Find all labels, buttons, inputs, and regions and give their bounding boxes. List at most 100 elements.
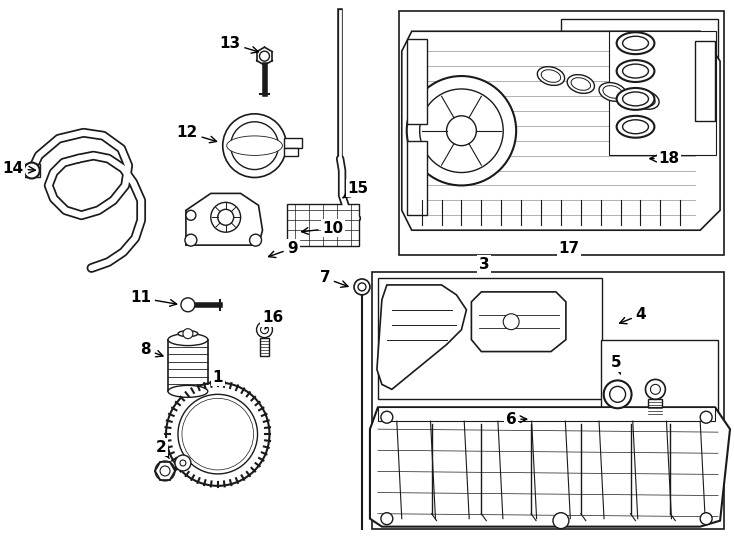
Ellipse shape xyxy=(230,137,278,154)
Bar xyxy=(648,399,662,419)
Polygon shape xyxy=(378,407,715,421)
Circle shape xyxy=(257,322,272,338)
Polygon shape xyxy=(370,407,730,526)
Text: 13: 13 xyxy=(219,36,258,53)
Circle shape xyxy=(196,412,239,456)
Bar xyxy=(168,340,208,392)
Ellipse shape xyxy=(617,88,655,110)
Ellipse shape xyxy=(178,330,198,336)
Circle shape xyxy=(504,314,519,330)
Circle shape xyxy=(160,466,170,476)
Ellipse shape xyxy=(571,78,591,90)
Polygon shape xyxy=(471,292,566,352)
Circle shape xyxy=(166,382,269,486)
Text: 14: 14 xyxy=(3,161,35,176)
Circle shape xyxy=(186,210,196,220)
Ellipse shape xyxy=(537,66,564,85)
Circle shape xyxy=(185,234,197,246)
Text: 8: 8 xyxy=(140,342,163,357)
Bar xyxy=(407,39,426,124)
Circle shape xyxy=(553,512,569,529)
Bar xyxy=(600,340,718,424)
Bar xyxy=(695,41,715,121)
Polygon shape xyxy=(401,31,720,230)
Ellipse shape xyxy=(632,91,659,109)
Circle shape xyxy=(354,279,370,295)
Circle shape xyxy=(183,329,193,339)
Text: 18: 18 xyxy=(650,151,680,166)
Bar xyxy=(378,278,602,399)
Bar xyxy=(260,338,269,355)
Bar xyxy=(608,31,716,154)
Circle shape xyxy=(180,460,186,466)
Ellipse shape xyxy=(617,60,655,82)
Ellipse shape xyxy=(617,116,655,138)
Bar xyxy=(284,147,298,156)
Bar xyxy=(23,164,40,178)
Circle shape xyxy=(700,512,712,525)
Bar xyxy=(407,141,426,215)
Circle shape xyxy=(358,283,366,291)
Circle shape xyxy=(645,380,665,399)
Text: 11: 11 xyxy=(130,291,177,306)
Ellipse shape xyxy=(622,64,648,78)
Circle shape xyxy=(603,380,631,408)
Bar xyxy=(284,138,302,147)
Text: 15: 15 xyxy=(343,181,368,198)
Ellipse shape xyxy=(617,32,655,54)
Ellipse shape xyxy=(168,334,208,346)
Text: 4: 4 xyxy=(619,307,646,324)
Circle shape xyxy=(650,384,661,394)
Text: 10: 10 xyxy=(302,221,344,236)
Circle shape xyxy=(222,114,286,178)
Text: 1: 1 xyxy=(213,370,223,385)
Ellipse shape xyxy=(567,75,595,93)
Circle shape xyxy=(407,76,516,185)
Circle shape xyxy=(155,461,175,481)
Circle shape xyxy=(213,429,222,439)
Circle shape xyxy=(230,122,278,170)
Text: 17: 17 xyxy=(559,241,579,255)
Ellipse shape xyxy=(622,92,648,106)
Ellipse shape xyxy=(227,136,283,156)
Circle shape xyxy=(260,51,269,61)
Circle shape xyxy=(178,394,258,474)
Text: 5: 5 xyxy=(610,355,621,374)
Circle shape xyxy=(182,399,253,470)
Circle shape xyxy=(420,89,504,172)
Circle shape xyxy=(181,298,195,312)
Bar xyxy=(288,204,359,246)
Circle shape xyxy=(700,411,712,423)
Circle shape xyxy=(250,234,261,246)
Circle shape xyxy=(211,202,241,232)
Ellipse shape xyxy=(622,120,648,134)
Bar xyxy=(372,272,724,529)
Ellipse shape xyxy=(168,386,208,397)
Circle shape xyxy=(192,408,244,460)
Ellipse shape xyxy=(622,36,648,50)
Text: 3: 3 xyxy=(479,256,490,272)
Text: 2: 2 xyxy=(156,440,169,458)
Text: 6: 6 xyxy=(506,411,527,427)
Circle shape xyxy=(610,387,625,402)
Ellipse shape xyxy=(599,83,626,102)
Polygon shape xyxy=(377,285,466,389)
Circle shape xyxy=(206,422,230,446)
Circle shape xyxy=(186,402,250,466)
Circle shape xyxy=(23,163,40,179)
Text: 7: 7 xyxy=(319,271,348,287)
Circle shape xyxy=(249,140,261,152)
Ellipse shape xyxy=(541,70,561,82)
Text: 9: 9 xyxy=(269,241,298,258)
Circle shape xyxy=(381,512,393,525)
Bar xyxy=(399,11,724,255)
Circle shape xyxy=(261,326,269,334)
Ellipse shape xyxy=(241,141,269,151)
Circle shape xyxy=(381,411,393,423)
Text: 12: 12 xyxy=(177,125,217,143)
Circle shape xyxy=(218,210,233,225)
Polygon shape xyxy=(186,193,263,245)
Circle shape xyxy=(175,455,191,471)
Ellipse shape xyxy=(603,86,622,98)
Ellipse shape xyxy=(636,93,655,106)
